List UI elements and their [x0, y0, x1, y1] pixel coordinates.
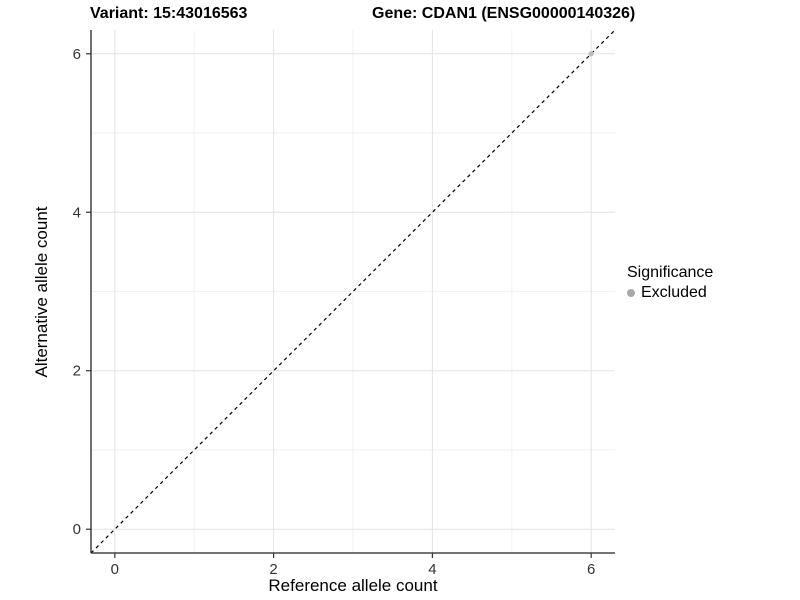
y-tick-label: 6: [73, 46, 81, 63]
legend: Significance Excluded: [627, 264, 713, 302]
legend-item-excluded: Excluded: [627, 284, 713, 302]
x-tick-label: 4: [428, 561, 436, 578]
x-tick-label: 2: [269, 561, 277, 578]
y-tick-label: 0: [73, 521, 81, 538]
x-axis-title: Reference allele count: [268, 576, 438, 595]
plot-title-gene: Gene: CDAN1 (ENSG00000140326): [372, 5, 636, 22]
x-tick-label: 0: [111, 561, 119, 578]
legend-title: Significance: [627, 264, 714, 281]
plot-title-variant: Variant: 15:43016563: [90, 5, 248, 22]
legend-item-label: Excluded: [641, 284, 707, 301]
legend-marker-circle-icon: [627, 289, 635, 297]
data-point: [588, 51, 594, 57]
y-tick-label: 2: [73, 363, 81, 380]
y-tick-label: 4: [73, 204, 81, 221]
identity-line: [90, 29, 616, 554]
x-tick-label: 6: [587, 561, 595, 578]
y-axis-title: Alternative allele count: [32, 206, 51, 378]
